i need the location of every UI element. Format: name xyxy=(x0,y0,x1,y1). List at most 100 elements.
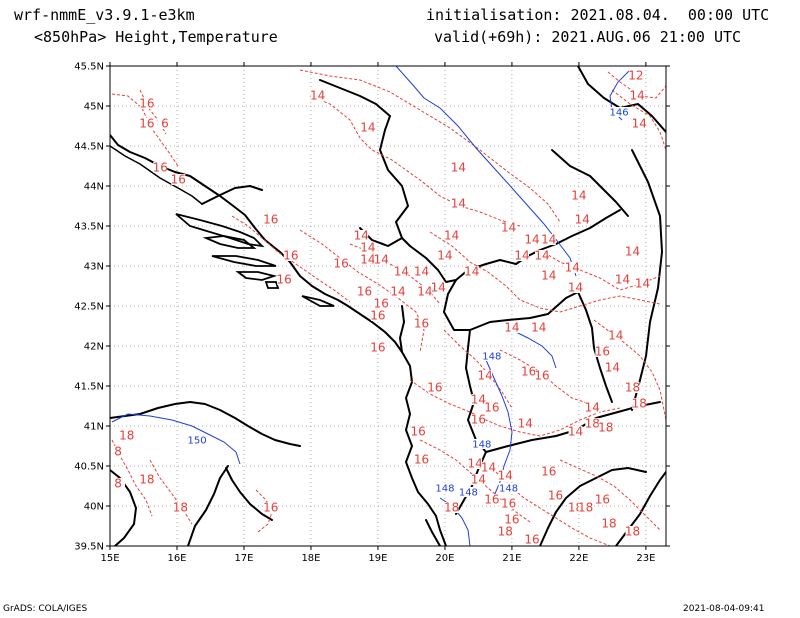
temperature-label: 16 xyxy=(263,501,278,515)
temperature-label: 14 xyxy=(360,241,375,255)
temperature-label-bg xyxy=(630,90,645,101)
temperature-label: 14 xyxy=(575,213,590,227)
temperature-label: 14 xyxy=(437,249,452,263)
temperature-label-bg xyxy=(111,478,126,489)
temperature-label: 14 xyxy=(374,253,389,267)
temperature-label-bg xyxy=(310,90,325,101)
temperature-label: 14 xyxy=(518,417,533,431)
temperature-label: 18 xyxy=(173,501,188,515)
temperature-label: 16 xyxy=(283,249,298,263)
temperature-label: 14 xyxy=(444,229,459,243)
mainland-greece xyxy=(539,477,597,546)
temperature-label: 16 xyxy=(153,161,168,175)
temperature-label-bg xyxy=(585,418,600,429)
temperature-label: 14 xyxy=(467,457,482,471)
border-hr-north xyxy=(319,79,391,131)
model-title: wrf-nmmE_v3.9.1-e3km xyxy=(14,6,195,24)
lat-label: 45.5N xyxy=(74,62,104,73)
temperature-label-bg xyxy=(531,322,546,333)
border-mk-north xyxy=(469,291,579,331)
lon-label: 22E xyxy=(569,553,588,564)
temperature-label-bg xyxy=(535,370,550,381)
temperature-label-bg xyxy=(608,330,623,341)
temperature-label: 14 xyxy=(414,265,429,279)
temperature-label: 16 xyxy=(521,365,536,379)
credit-text: GrADS: COLA/IGES xyxy=(3,604,88,614)
border-ks-al xyxy=(443,279,471,331)
lat-label: 44N xyxy=(84,182,104,193)
italy-coast xyxy=(110,401,301,447)
border-bg-east xyxy=(631,149,663,411)
temperature-label-bg xyxy=(498,470,513,481)
lon-label: 17E xyxy=(234,553,253,564)
temperature-label-bg xyxy=(357,286,372,297)
temperature-label-bg xyxy=(411,426,426,437)
lat-label: 41.5N xyxy=(74,382,104,393)
temperature-label: 14 xyxy=(501,221,516,235)
calabria-coast xyxy=(187,465,229,546)
temperature-label: 16 xyxy=(277,273,292,287)
temperature-label: 16 xyxy=(427,381,442,395)
lon-label: 19E xyxy=(368,553,387,564)
height-label-bg xyxy=(471,439,492,449)
temperature-label-bg xyxy=(437,250,452,261)
temperature-label-bg xyxy=(444,230,459,241)
temperature-label: 14 xyxy=(498,469,513,483)
temperature-label-bg xyxy=(625,526,640,537)
temperature-label-bg xyxy=(414,318,429,329)
temperature-label-bg xyxy=(518,418,533,429)
temperature-label: 16 xyxy=(524,533,539,547)
temperature-label: 18 xyxy=(632,397,647,411)
temperature-label-bg xyxy=(541,270,556,281)
temperature-label-bg xyxy=(468,458,483,469)
temperature-label: 14 xyxy=(524,233,539,247)
temperature-label-bg xyxy=(157,118,172,129)
height-label: 148 xyxy=(482,352,501,363)
temperature-label: 18 xyxy=(625,525,640,539)
temperature-label-bg xyxy=(602,518,617,529)
island-hvar xyxy=(211,255,277,267)
temperature-label: 14 xyxy=(360,253,375,267)
temperature-label-bg xyxy=(370,310,385,321)
temperature-label-bg xyxy=(568,426,583,437)
temperature-label: 16 xyxy=(595,345,610,359)
temperature-label-bg xyxy=(625,246,640,257)
temperature-label-bg xyxy=(541,466,556,477)
temperature-label-bg xyxy=(504,514,519,525)
temperature-label: 14 xyxy=(608,329,623,343)
island-krk xyxy=(175,213,265,248)
temperature-label-bg xyxy=(575,214,590,225)
axis-ticks xyxy=(106,62,670,550)
height-label: 150 xyxy=(188,436,207,447)
temperature-label: 14 xyxy=(354,229,369,243)
temperature-label-bg xyxy=(481,462,496,473)
corfu xyxy=(425,519,441,546)
temperature-label: 14 xyxy=(585,401,600,415)
temperature-label: 14 xyxy=(635,277,650,291)
temperature-label-bg xyxy=(431,282,446,293)
height-label: 146 xyxy=(610,108,629,119)
temperature-label-bg xyxy=(598,422,613,433)
temperature-label-bg xyxy=(451,162,466,173)
temperature-label: 14 xyxy=(565,261,580,275)
temperature-label-bg xyxy=(374,254,389,265)
lat-label: 39.5N xyxy=(74,542,104,553)
temperature-label-bg xyxy=(521,366,536,377)
temperature-label-bg xyxy=(568,502,583,513)
temperature-label: 14 xyxy=(451,197,466,211)
greece-coast xyxy=(401,351,447,546)
border-rs-bg-a xyxy=(515,209,621,265)
temperature-label-bg xyxy=(595,494,610,505)
temperature-label: 16 xyxy=(333,257,348,271)
temperature-label-bg xyxy=(119,430,134,441)
temperature-label: 16 xyxy=(263,213,278,227)
latitude-labels: 45.5N 45N 44.5N 44N 43.5N 43N 42.5N 42N 41.5N 41N… xyxy=(74,62,104,553)
temperature-label: 16 xyxy=(171,173,186,187)
temperature-label: 16 xyxy=(541,465,556,479)
lat-label: 40.5N xyxy=(74,462,104,473)
temperature-label: 16 xyxy=(414,453,429,467)
temperature-label-bg xyxy=(427,382,442,393)
temperature-label-bg xyxy=(360,254,375,265)
height-label-bg xyxy=(187,435,208,445)
temperature-label: 18 xyxy=(601,517,616,531)
